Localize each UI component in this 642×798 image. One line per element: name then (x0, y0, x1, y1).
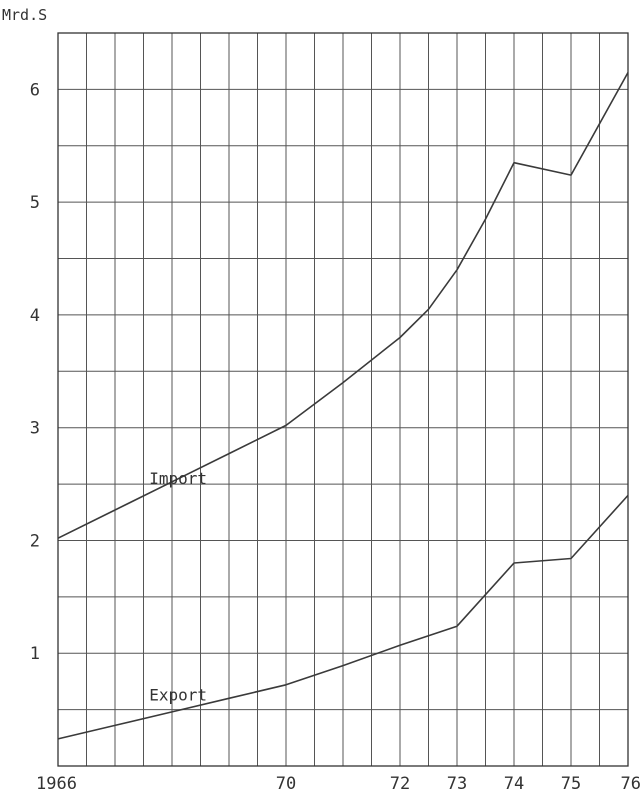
x-tick-label: 76 (621, 774, 641, 794)
y-tick-label: 2 (30, 531, 40, 551)
x-tick-labels: 1966 70 72 73 74 75 76 (36, 774, 641, 794)
chart-grid (58, 33, 628, 766)
series-label-import: Import (149, 469, 207, 488)
x-tick-label: 1966 (36, 774, 77, 794)
series-lines (57, 72, 629, 740)
plot-frame (57, 32, 629, 767)
y-tick-labels: 1 2 3 4 5 6 (30, 80, 40, 664)
series-labels: Import Export (149, 469, 207, 705)
y-tick-label: 6 (30, 80, 40, 100)
series-line-export (57, 494, 629, 740)
x-tick-label: 72 (390, 774, 410, 794)
x-tick-label: 75 (561, 774, 581, 794)
y-tick-label: 1 (30, 644, 40, 664)
series-label-export: Export (149, 686, 207, 705)
x-tick-label: 73 (447, 774, 467, 794)
series-line-import (57, 72, 629, 539)
y-tick-label: 3 (30, 419, 40, 439)
y-unit-label: Mrd.S (2, 6, 47, 24)
x-tick-label: 70 (276, 774, 296, 794)
y-tick-label: 5 (30, 193, 40, 213)
x-tick-label: 74 (504, 774, 524, 794)
y-tick-label: 4 (30, 306, 40, 326)
